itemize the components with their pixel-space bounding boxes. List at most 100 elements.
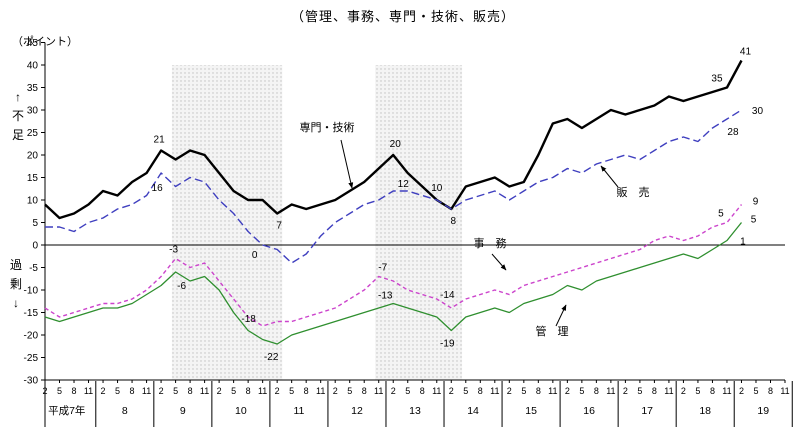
svg-text:1: 1 — [740, 237, 746, 248]
svg-text:8: 8 — [652, 386, 657, 396]
svg-text:5: 5 — [521, 386, 526, 396]
svg-text:事 務: 事 務 — [474, 236, 507, 250]
svg-text:2: 2 — [507, 386, 512, 396]
svg-text:5: 5 — [695, 386, 700, 396]
svg-text:8: 8 — [130, 386, 135, 396]
svg-text:8: 8 — [304, 386, 309, 396]
svg-text:35: 35 — [27, 83, 39, 94]
svg-text:8: 8 — [710, 386, 715, 396]
svg-text:11: 11 — [548, 386, 557, 396]
svg-text:11: 11 — [84, 386, 93, 396]
svg-text:-14: -14 — [440, 290, 455, 301]
svg-text:5: 5 — [32, 218, 38, 229]
svg-text:10: 10 — [431, 183, 443, 194]
svg-text:-18: -18 — [241, 314, 256, 325]
shortage-direction-label: ↑不足 — [11, 90, 24, 142]
svg-text:-6: -6 — [177, 281, 186, 292]
svg-text:10: 10 — [27, 196, 39, 207]
svg-text:2: 2 — [217, 386, 222, 396]
svg-text:5: 5 — [347, 386, 352, 396]
svg-text:11: 11 — [722, 386, 731, 396]
svg-text:-19: -19 — [440, 339, 455, 350]
series-name-labels: 専門・技術販 売事 務管 理 — [300, 121, 650, 338]
svg-text:5: 5 — [231, 386, 236, 396]
chart-title: （管理、事務、専門・技術、販売） — [290, 9, 515, 24]
svg-text:30: 30 — [752, 106, 764, 117]
svg-text:5: 5 — [289, 386, 294, 396]
svg-text:5: 5 — [115, 386, 120, 396]
point-value-labels: 21 7 20 10 8 35 41 16 0 12 28 30 -3 -18 -7 -14 5 9 -6 -22 -1… — [152, 47, 764, 364]
svg-text:35: 35 — [711, 74, 723, 85]
svg-text:8: 8 — [478, 386, 483, 396]
svg-text:8: 8 — [536, 386, 541, 396]
svg-text:8: 8 — [122, 405, 128, 417]
svg-text:40: 40 — [27, 61, 39, 72]
svg-text:管 理: 管 理 — [536, 324, 569, 338]
svg-text:-20: -20 — [24, 331, 39, 342]
svg-text:15: 15 — [525, 405, 537, 417]
svg-text:平成7年: 平成7年 — [48, 404, 85, 417]
svg-text:2: 2 — [159, 386, 164, 396]
svg-text:10: 10 — [235, 405, 247, 417]
svg-text:販 売: 販 売 — [617, 186, 650, 199]
series-line — [44, 222, 743, 345]
series-line — [44, 204, 743, 327]
svg-text:19: 19 — [757, 405, 769, 417]
svg-text:5: 5 — [637, 386, 642, 396]
svg-text:2: 2 — [333, 386, 338, 396]
svg-text:11: 11 — [606, 386, 615, 396]
svg-text:11: 11 — [664, 386, 673, 396]
svg-text:-25: -25 — [24, 353, 39, 364]
svg-text:11: 11 — [200, 386, 209, 396]
svg-text:11: 11 — [780, 386, 789, 396]
svg-text:-7: -7 — [378, 263, 387, 274]
svg-text:8: 8 — [188, 386, 193, 396]
svg-text:-10: -10 — [24, 286, 39, 297]
svg-text:2: 2 — [565, 386, 570, 396]
svg-text:11: 11 — [258, 386, 267, 396]
svg-text:21: 21 — [154, 135, 166, 146]
svg-text:2: 2 — [391, 386, 396, 396]
svg-text:-30: -30 — [24, 376, 39, 387]
svg-text:専門・技術: 専門・技術 — [300, 121, 355, 134]
svg-text:11: 11 — [374, 386, 383, 396]
svg-text:16: 16 — [152, 183, 164, 194]
svg-text:-5: -5 — [29, 263, 38, 274]
svg-text:12: 12 — [398, 179, 410, 190]
svg-text:0: 0 — [252, 250, 258, 261]
svg-text:-15: -15 — [24, 308, 39, 319]
recession-bands — [171, 65, 463, 380]
x-axis-labels: 2 5 8 11 2 5 8 11 2 5 8 11 2 5 8 11 2 5 8 11 2 5 8 11 2 5 8 11 2 5 8 11… — [42, 380, 793, 427]
svg-text:5: 5 — [405, 386, 410, 396]
svg-text:11: 11 — [142, 386, 151, 396]
svg-text:9: 9 — [753, 197, 759, 208]
svg-text:5: 5 — [57, 386, 62, 396]
svg-text:8: 8 — [420, 386, 425, 396]
series-line — [45, 109, 742, 264]
svg-text:8: 8 — [246, 386, 251, 396]
svg-text:13: 13 — [409, 405, 421, 417]
y-axis-unit-label: （ポイント） — [12, 36, 78, 48]
svg-text:8: 8 — [768, 386, 773, 396]
svg-text:15: 15 — [27, 173, 39, 184]
svg-text:20: 20 — [27, 151, 39, 162]
svg-text:2: 2 — [275, 386, 280, 396]
svg-text:11: 11 — [293, 405, 304, 417]
svg-text:2: 2 — [623, 386, 628, 396]
svg-text:25: 25 — [27, 128, 39, 139]
svg-text:12: 12 — [351, 405, 363, 417]
svg-text:5: 5 — [751, 215, 757, 226]
svg-text:14: 14 — [467, 405, 479, 417]
svg-text:8: 8 — [362, 386, 367, 396]
svg-text:11: 11 — [316, 386, 325, 396]
svg-text:11: 11 — [432, 386, 441, 396]
svg-text:2: 2 — [101, 386, 106, 396]
surplus-direction-label: 過剰↓ — [9, 258, 22, 310]
svg-text:30: 30 — [27, 106, 39, 117]
svg-text:2: 2 — [42, 386, 47, 396]
svg-text:0: 0 — [32, 241, 38, 252]
svg-text:-13: -13 — [378, 291, 393, 302]
svg-text:20: 20 — [390, 139, 402, 150]
